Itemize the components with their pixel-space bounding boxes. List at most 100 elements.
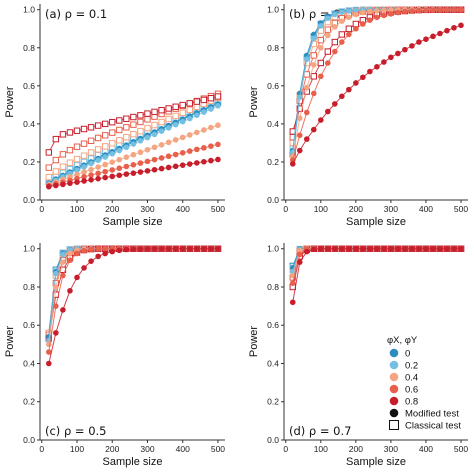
data-point [130, 246, 137, 252]
y-tick-label: 1.0 [23, 5, 35, 15]
data-point [423, 36, 429, 43]
data-point [215, 141, 221, 148]
panel-label: (a) ρ = 0.1 [45, 7, 107, 21]
data-point [53, 284, 59, 290]
data-point [46, 349, 52, 355]
data-point [325, 108, 331, 115]
data-point [102, 168, 108, 175]
data-point [95, 157, 101, 164]
data-point [46, 183, 52, 190]
data-point [95, 253, 101, 260]
data-point [179, 150, 186, 156]
data-point [46, 360, 52, 367]
data-point [137, 169, 144, 175]
data-point [444, 27, 450, 34]
data-point [88, 246, 94, 253]
data-point [296, 247, 303, 254]
data-point [193, 103, 201, 110]
data-point [67, 180, 73, 187]
series-line [48, 248, 218, 341]
y-tick-label: 0.4 [267, 119, 279, 129]
data-point [53, 182, 59, 189]
series-line [48, 248, 218, 335]
data-point [116, 137, 123, 144]
data-point [289, 299, 296, 306]
series-modified-phi-0_8 [289, 22, 464, 167]
data-point [381, 7, 387, 14]
data-point [74, 171, 80, 178]
data-point [214, 93, 222, 100]
data-point [444, 245, 450, 252]
data-point [296, 251, 303, 258]
data-point [367, 245, 373, 252]
data-point [80, 140, 88, 147]
data-point [165, 139, 172, 146]
y-tick-label: 1.0 [267, 5, 279, 15]
data-point [66, 159, 74, 166]
data-point [45, 149, 53, 156]
data-point [179, 118, 186, 125]
data-point [101, 143, 109, 150]
data-point [318, 73, 324, 80]
y-axis-title: Power [4, 326, 16, 358]
data-point [332, 11, 338, 18]
data-point [172, 151, 179, 158]
data-point [158, 155, 165, 161]
series-modified-phi-0_8 [46, 245, 221, 367]
data-point [402, 8, 408, 15]
y-tick-label: 1.0 [267, 244, 279, 254]
data-point [73, 143, 81, 150]
panel-label: (d) ρ = 0.7 [289, 424, 351, 438]
y-tick-label: 0.4 [23, 119, 35, 129]
series-modified-phi-0_4 [289, 6, 464, 160]
series-classical-phi-0_8 [45, 93, 222, 156]
data-point [332, 245, 338, 252]
data-point [102, 154, 108, 160]
series-line [48, 248, 218, 337]
panel-4: 0.00.20.40.60.81.00 100 200 300 400 500Sample… [248, 243, 468, 468]
data-point [158, 245, 165, 252]
y-tick-label: 0.0 [267, 195, 279, 205]
data-point [88, 166, 94, 173]
data-point [116, 126, 123, 134]
data-point [332, 24, 338, 30]
data-point [116, 117, 123, 124]
data-point [81, 178, 87, 184]
data-point [346, 31, 352, 38]
data-point [137, 246, 144, 252]
data-point [303, 136, 310, 142]
data-point [151, 144, 158, 151]
data-point [208, 157, 214, 164]
series-modified-phi-0_6 [46, 141, 221, 189]
x-tick-label: 400 [419, 204, 433, 214]
data-point [60, 181, 66, 188]
data-point [186, 245, 193, 252]
data-point [458, 22, 464, 29]
data-point [52, 135, 60, 143]
x-tick-label: 100 [314, 204, 328, 214]
data-point [130, 170, 137, 176]
data-point [81, 265, 87, 271]
data-point [137, 127, 144, 135]
x-axis-title: Sample size [346, 216, 406, 228]
x-tick-label: 400 [419, 444, 433, 454]
series-modified-phi-0_8 [46, 156, 221, 190]
series-line [48, 248, 218, 335]
data-point [95, 164, 101, 170]
data-point [123, 154, 130, 160]
series-classical-phi-0_8 [289, 6, 465, 135]
data-point [158, 165, 165, 172]
y-axis-title: Power [248, 86, 260, 118]
data-point [158, 106, 165, 114]
y-tick-label: 0.2 [23, 397, 35, 407]
data-point [130, 113, 137, 121]
data-point [430, 7, 436, 13]
data-point [201, 158, 207, 165]
data-point [200, 96, 208, 104]
data-point [346, 245, 352, 252]
data-point [74, 274, 80, 281]
data-point [116, 156, 123, 163]
data-point [172, 137, 179, 143]
data-point [353, 80, 359, 86]
